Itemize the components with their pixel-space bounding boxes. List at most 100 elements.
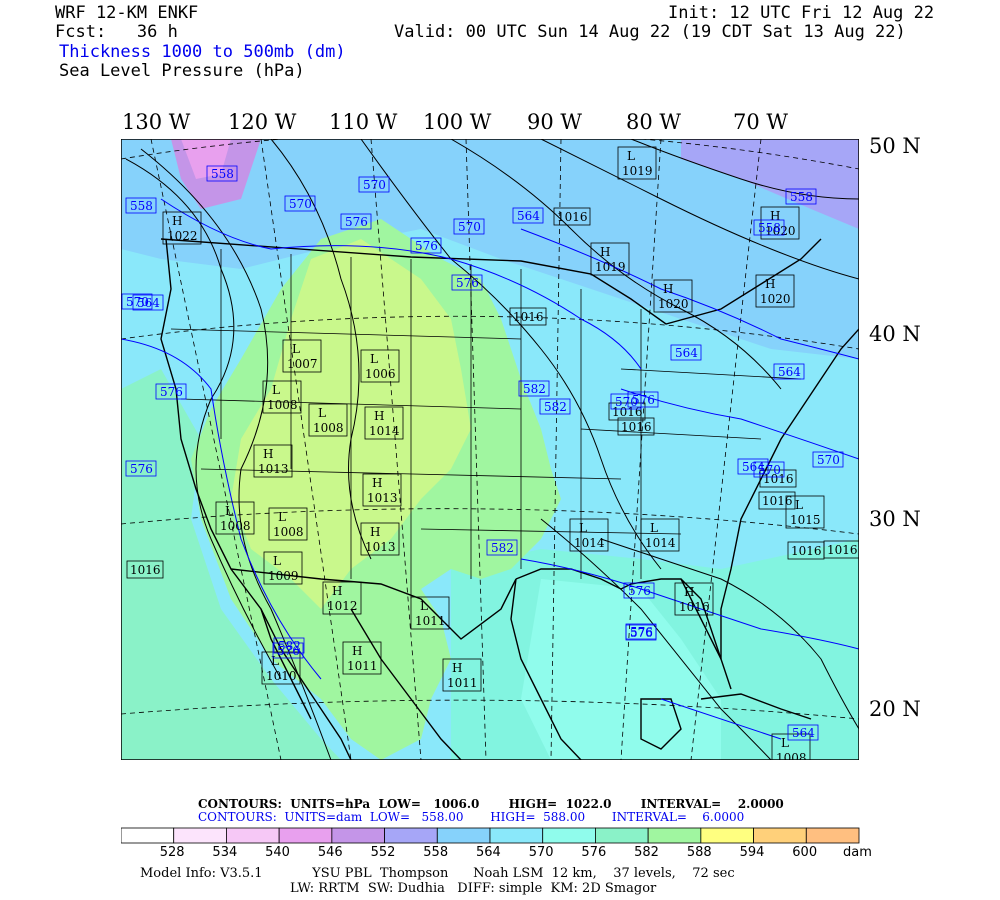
colorbar-swatch	[542, 827, 596, 844]
isobar-label: 1016	[621, 420, 652, 434]
colorbar-tick-label: 540	[265, 845, 290, 860]
isobar-label: 1016	[762, 494, 793, 508]
thickness-label: 564	[742, 460, 765, 474]
pressure-center-value: 1020	[760, 292, 791, 306]
lon-label: 110 W	[329, 110, 398, 134]
thickness-label: 576	[160, 385, 183, 399]
thickness-label-box	[518, 380, 550, 397]
pressure-center-value: 1014	[645, 536, 676, 550]
thickness-label: 576	[130, 462, 153, 476]
pressure-center-type: L	[271, 654, 279, 668]
isobar-label-box	[126, 560, 164, 579]
pressure-center-value: 1016	[679, 600, 710, 614]
pressure-center-type: L	[278, 510, 286, 524]
pressure-center-type: L	[292, 342, 300, 356]
thickness-label-box	[125, 460, 157, 477]
thickness-label: 558	[790, 190, 813, 204]
colorbar-swatch	[436, 827, 491, 844]
pressure-center-value: 1008	[776, 751, 807, 760]
thickness-label-box	[340, 213, 372, 230]
colorbar-tick-label: 552	[370, 845, 396, 860]
pressure-center-value: 1013	[367, 491, 398, 505]
lon-label: 80 W	[626, 110, 681, 134]
colorbar-tick-label: 564	[476, 845, 501, 860]
thickness-label: 570	[458, 220, 481, 234]
lon-label: 70 W	[733, 110, 788, 134]
thickness-label: 570	[615, 395, 638, 409]
colorbar-swatch	[384, 827, 438, 844]
pressure-center-value: 1011	[447, 676, 478, 690]
thickness-label-box	[206, 165, 238, 182]
graticule	[121, 139, 859, 760]
pressure-center-value: 1008	[267, 398, 298, 412]
pressure-center-value: 1008	[313, 421, 344, 435]
pressure-center-value: 1011	[415, 614, 446, 628]
thickness-label-box	[539, 398, 571, 415]
thickness-label: 582	[523, 382, 546, 396]
isobar-label: 1016	[763, 472, 794, 486]
thickness-label: 564	[517, 209, 540, 223]
pressure-center-value: 1007	[287, 357, 318, 371]
init-time: Init: 12 UTC Fri 12 Aug 22	[668, 3, 935, 23]
isobar-label-box	[823, 540, 859, 559]
lon-label: 100 W	[423, 110, 492, 134]
pressure-center-value: 1014	[369, 424, 400, 438]
isobar-label: 1016	[827, 543, 858, 557]
pressure-center-value: 1012	[327, 599, 358, 613]
colorbar-tick-label: 600	[792, 845, 818, 860]
colorbar-swatch	[805, 827, 860, 844]
pressure-center-type: H	[263, 447, 273, 461]
thickness-label: 576	[415, 239, 438, 253]
canada-fill	[121, 139, 859, 359]
thickness-label-box	[773, 363, 805, 380]
thickness-label-box	[785, 188, 817, 205]
state-borders	[170, 249, 802, 599]
pressure-center-type: H	[600, 245, 610, 259]
pressure-center-type: L	[781, 736, 789, 750]
isobar-label: 1016	[130, 563, 161, 577]
pressure-center-value: 1013	[258, 462, 289, 476]
isobar-label-box	[758, 491, 796, 510]
pressure-center-value: 1019	[595, 260, 626, 274]
pressure-center-value: 1008	[273, 525, 304, 539]
forecast-hour: Fcst: 36 h	[55, 22, 178, 42]
pressure-center-type: L	[225, 504, 233, 518]
thickness-label-box	[623, 582, 655, 599]
colorbar-swatch	[647, 827, 702, 844]
colorbar-tick-label: 534	[212, 845, 238, 860]
pressure-center-value: 1010	[266, 669, 297, 683]
colorbar-tick-label: 594	[739, 845, 765, 860]
contour-info-thickness: CONTOURS: UNITS=dam LOW= 558.00 HIGH= 58…	[198, 810, 745, 824]
pressure-center-type: L	[627, 149, 635, 163]
thickness-label-box	[627, 391, 659, 408]
isobar-label-box	[509, 307, 547, 326]
lat-label: 50 N	[869, 134, 921, 158]
field-thickness-label: Thickness 1000 to 500mb (dm)	[59, 42, 346, 62]
thickness-label: 570	[289, 197, 312, 211]
pressure-center-value: 1006	[365, 367, 396, 381]
thickness-label: 570	[758, 463, 781, 477]
isobar-label: 1016	[513, 310, 544, 324]
pressure-center-value: 1015	[790, 513, 821, 527]
isobar-label: 1016	[791, 544, 822, 558]
thickness-label-box	[132, 294, 164, 311]
lon-label: 130 W	[122, 110, 191, 134]
thickness-label-box	[625, 624, 657, 641]
